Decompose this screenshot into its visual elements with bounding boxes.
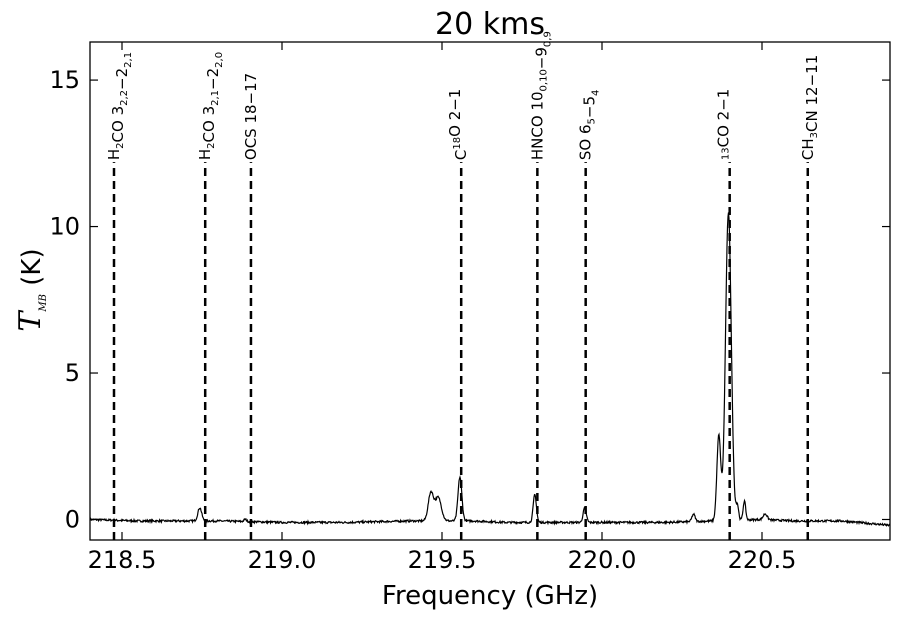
x-tick-label: 220.0	[568, 546, 637, 574]
x-axis-label: Frequency (GHz)	[382, 581, 598, 611]
line-label: OCS 18−17	[242, 73, 260, 160]
line-label: H2CO 32,2−22,1	[105, 52, 134, 160]
line-label: H2CO 32,1−22,0	[196, 52, 225, 160]
y-tick-label: 5	[65, 359, 80, 387]
line-label: HNCO 100,10−90,9	[528, 31, 553, 160]
x-tick-label: 220.5	[728, 546, 797, 574]
line-label: C18O 2−1	[446, 89, 470, 160]
x-tick-label: 218.5	[88, 546, 157, 574]
chart-title: 20 kms	[435, 7, 545, 42]
plot-area: H2CO 32,2−22,1 H2CO 32,1−22,0 OCS 18−17 C18…	[89, 31, 891, 540]
line-label: CH3CN 12−11	[799, 55, 821, 160]
y-axis: 0 5 10 15	[49, 66, 890, 533]
x-axis: 218.5 219.0 219.5 220.0 220.5	[88, 42, 797, 574]
x-tick-label: 219.0	[248, 546, 317, 574]
y-axis-label: TMB (K)	[13, 248, 49, 331]
line-label: SO 65−54	[577, 90, 602, 161]
plot-frame	[89, 41, 891, 541]
y-tick-label: 10	[49, 213, 80, 241]
x-tick-label: 219.5	[408, 546, 477, 574]
line-label: 13CO 2−1	[715, 89, 733, 160]
y-axis-label-sub: MB	[38, 294, 49, 313]
spectrum-trace	[89, 212, 891, 527]
y-axis-label-main: T	[13, 310, 48, 332]
y-tick-label: 0	[65, 505, 80, 533]
y-tick-label: 15	[49, 66, 80, 94]
y-axis-label-unit: (K)	[17, 248, 47, 294]
